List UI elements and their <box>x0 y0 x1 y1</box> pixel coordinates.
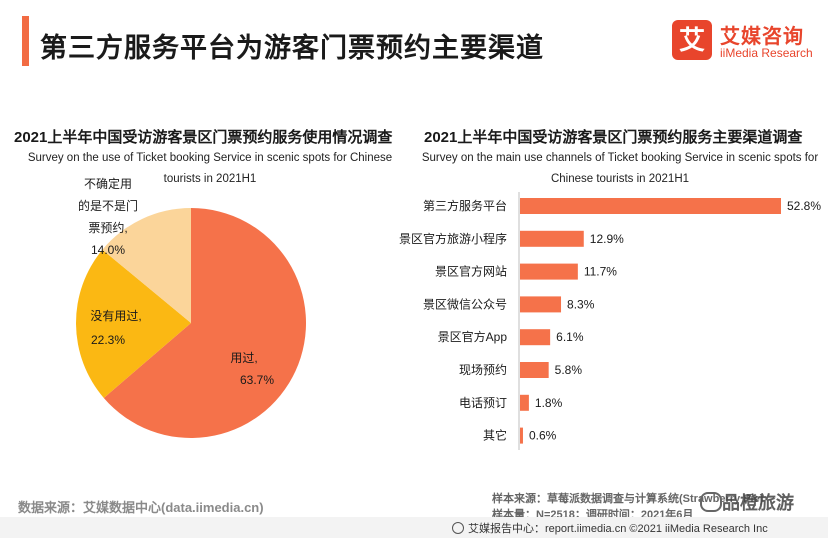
bar-category-label-7: 其它 <box>483 428 507 443</box>
bar-category-label-3: 景区微信公众号 <box>423 297 507 311</box>
data-source: 数据来源：艾媒数据中心(data.iimedia.cn) <box>18 500 264 515</box>
sample-source: 样本来源：草莓派数据调查与计算系统(Strawberry Pie) <box>492 493 764 505</box>
iimedia-logo: 艾 艾媒咨询 iiMedia Research <box>672 18 822 68</box>
logo-text-en: iiMedia Research <box>720 46 813 60</box>
pie-label-2: 不确定用 <box>84 176 132 191</box>
pie-slice-1 <box>76 249 191 398</box>
bar-2 <box>520 263 578 280</box>
bar-value-label-1: 12.9% <box>590 232 624 246</box>
bar-3 <box>520 296 562 313</box>
page-title: 第三方服务平台为游客门票预约主要渠道 <box>40 33 544 63</box>
bar-value-label-4: 6.1% <box>556 330 584 344</box>
pie-value-label-1: 22.3% <box>91 333 125 347</box>
bar-value-label-2: 11.7% <box>584 265 617 279</box>
pie-label-0: 用过, <box>230 351 257 365</box>
watermark: 品橙旅游 <box>722 493 794 513</box>
bar-chart-title: 2021上半年中国受访游客景区门票预约服务主要渠道调查 <box>424 129 803 146</box>
bar-chart-subtitle: Survey on the main use channels of Ticke… <box>421 152 819 185</box>
pie-label-1: 没有用过, <box>90 308 141 323</box>
pie-value-label-0: 63.7% <box>240 373 274 387</box>
footer-bar <box>0 517 828 538</box>
bar-value-label-3: 8.3% <box>567 297 595 311</box>
bar-6 <box>520 394 529 411</box>
wechat-icon <box>700 492 722 512</box>
bar-5 <box>520 362 549 378</box>
bar-category-label-6: 电话预订 <box>459 396 507 410</box>
logo-text-cn: 艾媒咨询 <box>720 26 804 48</box>
bar-value-label-6: 1.8% <box>535 396 563 410</box>
bar-category-label-4: 景区官方App <box>438 329 508 344</box>
bar-value-label-7: 0.6% <box>529 429 557 443</box>
bar-0 <box>520 198 781 214</box>
pie-label-2: 的是不是门 <box>78 198 138 213</box>
pie-chart-title: 2021上半年中国受访游客景区门票预约服务使用情况调查 <box>14 129 393 146</box>
bar-value-label-0: 52.8% <box>787 199 821 213</box>
report-center-icon <box>452 522 464 534</box>
pie-slice-0 <box>103 207 307 438</box>
bar-category-label-5: 现场预约 <box>459 362 507 377</box>
bar-category-label-1: 景区官方旅游小程序 <box>399 231 507 246</box>
bar-1 <box>520 230 584 247</box>
bar-category-label-0: 第三方服务平台 <box>423 198 507 213</box>
bar-4 <box>520 329 551 346</box>
logo-mark-icon: 艾 <box>672 20 712 60</box>
pie-label-2: 票预约, <box>88 220 127 235</box>
report-center-line: 艾媒报告中心：report.iimedia.cn ©2021 iiMedia R… <box>468 523 768 535</box>
pie-chart-subtitle: Survey on the use of Ticket booking Serv… <box>27 152 393 185</box>
bar-category-label-2: 景区官方网站 <box>435 264 507 279</box>
pie-slice-2 <box>102 208 191 323</box>
bar-value-label-5: 5.8% <box>555 363 583 377</box>
bar-7 <box>520 427 523 444</box>
pie-value-label-2: 14.0% <box>91 243 125 257</box>
title-accent-bar <box>22 16 29 66</box>
